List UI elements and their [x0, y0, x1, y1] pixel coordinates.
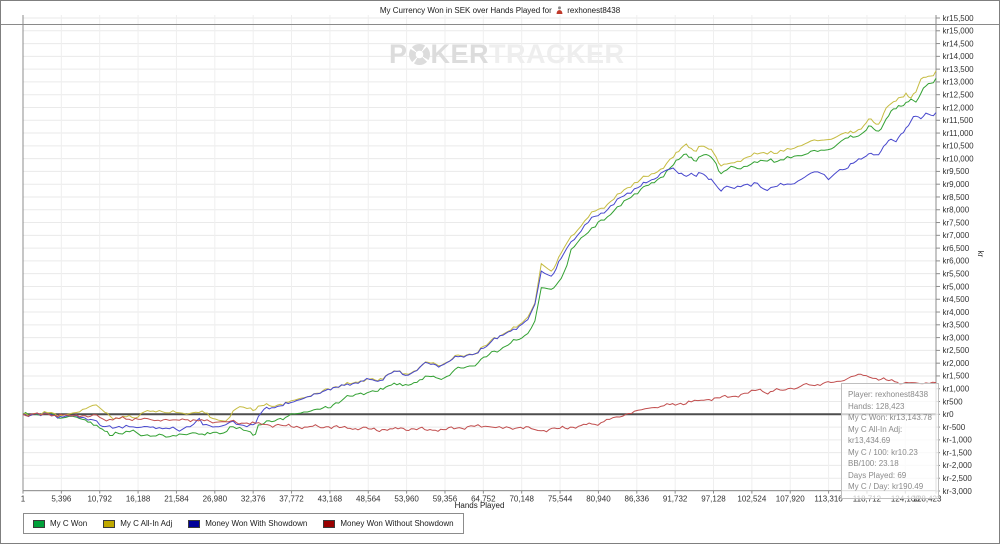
svg-text:kr500: kr500: [943, 397, 964, 406]
svg-text:10,792: 10,792: [87, 495, 112, 504]
svg-text:kr10,500: kr10,500: [943, 142, 975, 151]
tooltip-days-played: Days Played: 69: [848, 470, 907, 480]
svg-text:128,423: 128,423: [913, 495, 942, 504]
svg-text:kr2,000: kr2,000: [943, 359, 970, 368]
svg-text:kr13,000: kr13,000: [943, 78, 975, 87]
svg-text:86,336: 86,336: [625, 495, 650, 504]
svg-text:kr5,000: kr5,000: [943, 282, 970, 291]
svg-text:kr14,500: kr14,500: [943, 39, 975, 48]
svg-text:kr3,000: kr3,000: [943, 333, 970, 342]
svg-text:kr3,500: kr3,500: [943, 321, 970, 330]
legend-swatch-green: [33, 519, 45, 528]
svg-text:32,376: 32,376: [241, 495, 266, 504]
svg-text:kr13,500: kr13,500: [943, 65, 975, 74]
legend-label: Money Won Without Showdown: [340, 519, 454, 528]
svg-text:80,940: 80,940: [586, 495, 611, 504]
svg-text:53,960: 53,960: [394, 495, 419, 504]
svg-text:21,584: 21,584: [164, 495, 189, 504]
svg-text:kr5,500: kr5,500: [943, 269, 970, 278]
svg-text:48,564: 48,564: [356, 495, 381, 504]
svg-text:kr12,000: kr12,000: [943, 103, 975, 112]
player-icon: [556, 6, 563, 16]
svg-text:kr1,500: kr1,500: [943, 372, 970, 381]
legend-swatch-yellow: [103, 519, 116, 528]
legend-item-without-showdown: Money Won Without Showdown: [323, 519, 454, 528]
svg-text:kr-500: kr-500: [943, 423, 966, 432]
svg-text:kr: kr: [976, 251, 985, 258]
svg-text:124,108: 124,108: [891, 495, 920, 504]
svg-text:64,752: 64,752: [471, 495, 496, 504]
svg-text:43,168: 43,168: [318, 495, 343, 504]
svg-text:37,772: 37,772: [279, 495, 304, 504]
svg-text:kr7,000: kr7,000: [943, 231, 970, 240]
svg-text:kr8,000: kr8,000: [943, 206, 970, 215]
svg-text:59,356: 59,356: [433, 495, 458, 504]
series-line-my-c-won[interactable]: [22, 77, 937, 438]
svg-text:91,732: 91,732: [663, 495, 688, 504]
legend-item-my-c-won: My C Won: [33, 519, 87, 528]
svg-text:kr9,000: kr9,000: [943, 180, 970, 189]
svg-text:kr6,500: kr6,500: [943, 244, 970, 253]
svg-text:kr11,000: kr11,000: [943, 129, 974, 138]
tooltip-my-c-day: My C / Day: kr190.49: [848, 482, 924, 491]
svg-text:kr15,000: kr15,000: [943, 27, 975, 36]
legend-item-all-in-adj: My C All-In Adj: [103, 519, 172, 528]
tooltip-all-in-adj: My C All-In Adj: kr13,434.69: [848, 424, 903, 446]
title-separator: [1, 24, 999, 25]
series-line-my-c-all-in-adj[interactable]: [22, 70, 937, 422]
legend-swatch-blue: [188, 519, 201, 528]
svg-text:113,316: 113,316: [814, 495, 843, 504]
svg-text:kr4,000: kr4,000: [943, 308, 970, 317]
svg-text:kr2,500: kr2,500: [943, 346, 970, 355]
svg-text:102,524: 102,524: [737, 495, 766, 504]
svg-text:kr15,500: kr15,500: [943, 14, 975, 23]
legend-label: My C All-In Adj: [120, 519, 173, 528]
svg-text:97,128: 97,128: [701, 495, 726, 504]
svg-text:kr0: kr0: [943, 410, 955, 419]
series-line-money-won-with-showdown[interactable]: [22, 112, 937, 432]
svg-text:kr7,500: kr7,500: [943, 218, 970, 227]
svg-text:75,544: 75,544: [548, 495, 573, 504]
player-name: rexhonest8438: [567, 6, 621, 15]
svg-text:kr12,500: kr12,500: [943, 91, 975, 100]
svg-text:kr6,000: kr6,000: [943, 257, 970, 266]
svg-text:5,396: 5,396: [51, 495, 72, 504]
svg-text:107,920: 107,920: [776, 495, 805, 504]
svg-text:kr-1,500: kr-1,500: [943, 448, 973, 457]
svg-text:16,188: 16,188: [126, 495, 151, 504]
svg-text:118,712: 118,712: [853, 495, 882, 504]
tooltip-my-c-won: My C Won: kr13,143.78: [848, 413, 932, 422]
svg-text:kr-2,000: kr-2,000: [943, 461, 973, 470]
svg-text:26,980: 26,980: [203, 495, 228, 504]
svg-text:kr-2,500: kr-2,500: [943, 474, 973, 483]
svg-text:kr9,500: kr9,500: [943, 167, 970, 176]
svg-text:1: 1: [21, 495, 26, 504]
svg-text:kr10,000: kr10,000: [943, 154, 975, 163]
legend-label: My C Won: [50, 519, 88, 528]
chart-title-text: My Currency Won in SEK over Hands Played…: [379, 6, 552, 15]
tooltip-player: Player: rexhonest8438: [848, 390, 929, 399]
chart-title: My Currency Won in SEK over Hands Played…: [1, 1, 999, 24]
svg-text:kr14,000: kr14,000: [943, 52, 975, 61]
tooltip-hands: Hands: 128,423: [848, 401, 905, 411]
stats-tooltip: Player: rexhonest8438 Hands: 128,423 My …: [841, 383, 939, 499]
svg-text:kr1,000: kr1,000: [943, 385, 970, 394]
svg-text:kr-3,000: kr-3,000: [943, 487, 973, 496]
legend-swatch-red: [323, 519, 336, 528]
svg-text:kr8,500: kr8,500: [943, 193, 970, 202]
svg-text:kr11,500: kr11,500: [943, 116, 974, 125]
tooltip-bb-100: BB/100: 23.18: [848, 459, 899, 468]
tooltip-my-c-100: My C / 100: kr10.23: [848, 447, 918, 457]
legend-item-with-showdown: Money Won With Showdown: [188, 519, 307, 528]
svg-text:70,148: 70,148: [509, 495, 534, 504]
x-axis-title: Hands Played: [454, 501, 505, 510]
legend: My C Won My C All-In Adj Money Won With …: [23, 513, 464, 534]
svg-text:kr-1,000: kr-1,000: [943, 436, 973, 445]
svg-text:kr4,500: kr4,500: [943, 295, 970, 304]
legend-label: Money Won With Showdown: [205, 519, 308, 528]
series-line-money-won-without-showdown[interactable]: [22, 373, 937, 433]
